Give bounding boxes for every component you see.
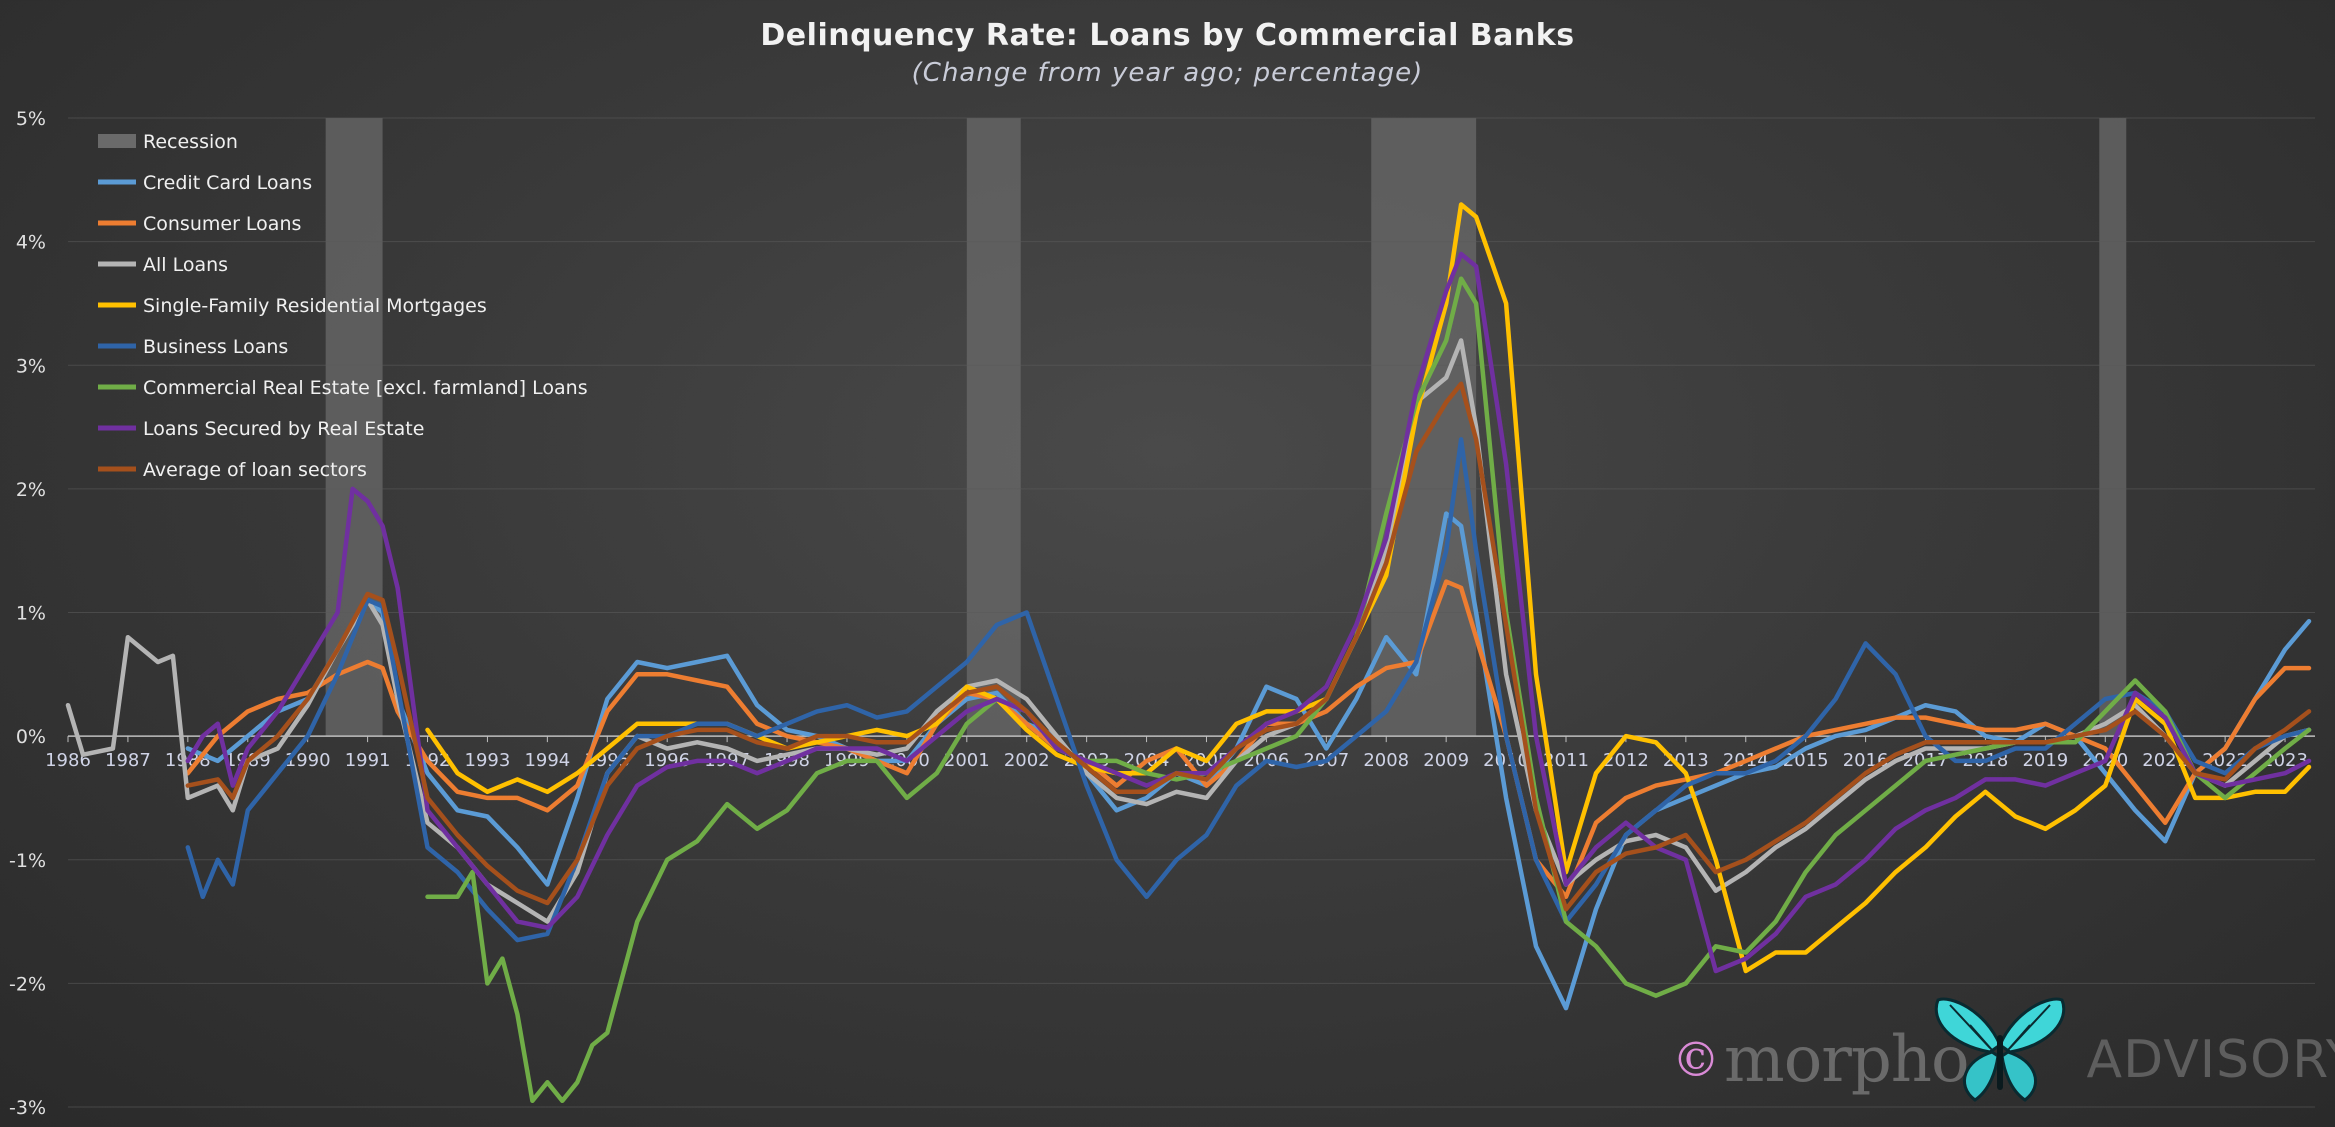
chart-title: Delinquency Rate: Loans by Commercial Ba… [760, 18, 1575, 53]
legend-swatch [98, 134, 136, 148]
legend-item: Consumer Loans [98, 213, 301, 235]
x-tick-label: 2001 [944, 750, 990, 771]
y-tick-label: 0% [16, 726, 46, 748]
series-line-business [185, 437, 2312, 943]
legend-label: Commercial Real Estate [excl. farmland] … [143, 377, 588, 399]
x-tick-label: 2012 [1603, 750, 1649, 771]
chart-subtitle: (Change from year ago; percentage) [911, 58, 1424, 88]
legend: Recession Credit Card Loans Consumer Loans… [98, 131, 588, 481]
watermark-suffix: ADVISORY [2086, 1030, 2335, 1090]
series-line-all [65, 338, 2312, 924]
recession-bands [325, 118, 2127, 737]
y-tick-label: -2% [9, 973, 46, 995]
y-tick-label: 2% [16, 479, 46, 501]
series-line-cre [425, 276, 2312, 1104]
legend-item: Average of loan sectors [98, 459, 367, 481]
x-tick-label: 2011 [1543, 750, 1589, 771]
x-tick-label: 2009 [1423, 750, 1469, 771]
legend-item: Recession [98, 131, 238, 153]
y-axis-ticks: 5% 4% 3% 2% 1% 0% -1% -2% -3% [9, 108, 46, 1119]
y-tick-label: 1% [16, 603, 46, 625]
x-tick-label: 1991 [345, 750, 391, 771]
legend-label: Business Loans [143, 336, 288, 358]
y-tick-label: 4% [16, 232, 46, 254]
legend-label: Loans Secured by Real Estate [143, 418, 424, 440]
series-line-average [185, 381, 2312, 912]
series-lines [65, 202, 2312, 1104]
x-tick-label: 1987 [105, 750, 151, 771]
legend-label: Consumer Loans [143, 213, 301, 235]
legend-label: Credit Card Loans [143, 172, 312, 194]
y-tick-label: -3% [9, 1097, 46, 1119]
watermark-brand: morpho [1724, 1023, 1970, 1097]
legend-item: All Loans [98, 254, 228, 276]
legend-item: Loans Secured by Real Estate [98, 418, 424, 440]
gridlines [68, 117, 2315, 1108]
legend-item: Single-Family Residential Mortgages [98, 295, 487, 317]
x-tick-label: 1990 [285, 750, 331, 771]
recession-band-3 [2099, 118, 2127, 737]
x-tick-label: 2008 [1363, 750, 1409, 771]
legend-item: Credit Card Loans [98, 172, 312, 194]
watermark-copyright: © [1672, 1032, 1720, 1088]
series-line-real-estate [185, 251, 2312, 974]
x-tick-label: 2013 [1663, 750, 1709, 771]
legend-label: Recession [143, 131, 238, 153]
watermark: © morpho ADVISORY [1672, 1010, 2335, 1110]
legend-label: Average of loan sectors [143, 459, 367, 481]
legend-label: Single-Family Residential Mortgages [143, 295, 487, 317]
legend-item: Commercial Real Estate [excl. farmland] … [98, 377, 588, 399]
butterfly-logo-icon [1934, 997, 2066, 1102]
x-tick-label: 2010 [1483, 750, 1529, 771]
recession-band-1 [966, 118, 1021, 737]
x-tick-label: 1986 [45, 750, 91, 771]
x-tick-label: 2002 [1004, 750, 1050, 771]
y-tick-label: 3% [16, 355, 46, 377]
legend-label: All Loans [143, 254, 228, 276]
x-tick-label: 1994 [524, 750, 570, 771]
y-tick-label: -1% [9, 850, 46, 872]
x-tick-label: 1993 [465, 750, 511, 771]
x-tick-label: 2019 [2022, 750, 2068, 771]
y-tick-label: 5% [16, 108, 46, 130]
series-line-consumer [185, 579, 2312, 900]
legend-item: Business Loans [98, 336, 288, 358]
